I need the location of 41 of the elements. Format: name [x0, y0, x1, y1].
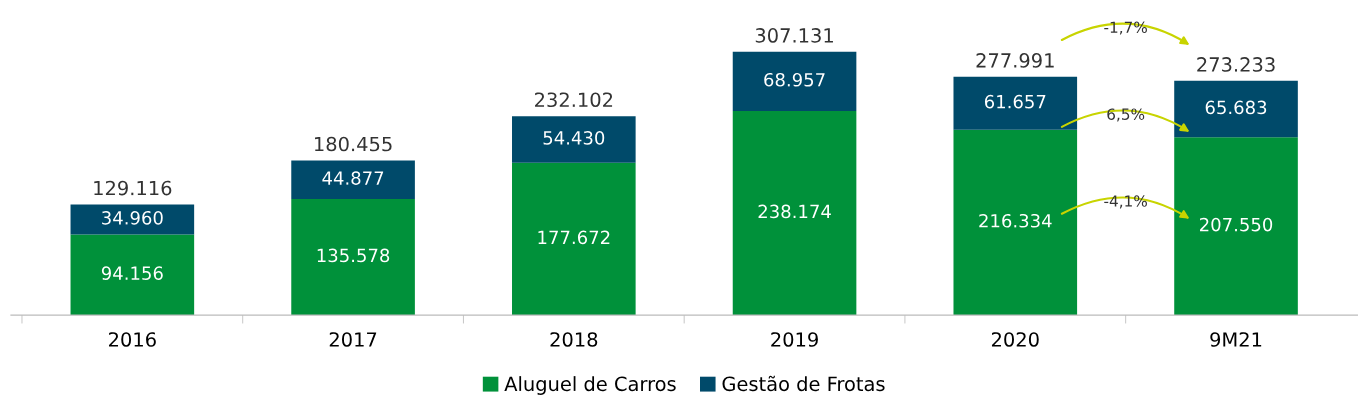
bar [512, 162, 636, 316]
total-label: 307.131 [755, 28, 833, 43]
annotation: 6,5% [1107, 108, 1145, 122]
x-tick-label: 2020 [991, 332, 1039, 347]
data-label: 61.657 [984, 94, 1046, 109]
data-label: 68.957 [764, 72, 825, 87]
data-label: 34.960 [102, 210, 163, 225]
data-label: 65.683 [1205, 100, 1267, 115]
data-label: 44.877 [322, 171, 384, 185]
bar [953, 129, 1078, 316]
data-label: 216.334 [979, 213, 1052, 228]
bar [291, 160, 415, 199]
bar [732, 51, 857, 111]
total-label: 273.233 [1197, 57, 1275, 72]
annotation: -4,1% [1104, 195, 1147, 209]
bar [70, 204, 195, 235]
x-tick-label: 2017 [329, 332, 377, 347]
bar [953, 76, 1078, 130]
legend-label: Aluguel de Carros [504, 376, 676, 395]
bar [291, 198, 415, 316]
data-label: 177.672 [538, 230, 610, 245]
text: -1,7% [1104, 21, 1147, 35]
bar [1174, 137, 1298, 316]
bar [512, 116, 636, 163]
x-tick-label: 2016 [109, 332, 156, 347]
data-label: 135.578 [317, 248, 390, 263]
x-tick-label: 2018 [550, 332, 598, 347]
bar [70, 234, 195, 316]
total-label: 277.991 [976, 53, 1054, 68]
total-label: 232.102 [535, 92, 613, 108]
bar [1174, 80, 1298, 138]
x-tick-label: 9M21 [1210, 332, 1262, 347]
data-label: 54.430 [543, 131, 605, 145]
data-label: 238.174 [758, 204, 831, 219]
data-label: 94.156 [101, 266, 163, 280]
total-label: 180.455 [315, 136, 392, 152]
legend-label: Gestão de Frotas [722, 375, 885, 392]
total-label: 129.116 [94, 180, 172, 196]
bar [732, 110, 857, 316]
data-label: 207.550 [1200, 217, 1273, 232]
x-tick-label: 2019 [771, 332, 818, 347]
